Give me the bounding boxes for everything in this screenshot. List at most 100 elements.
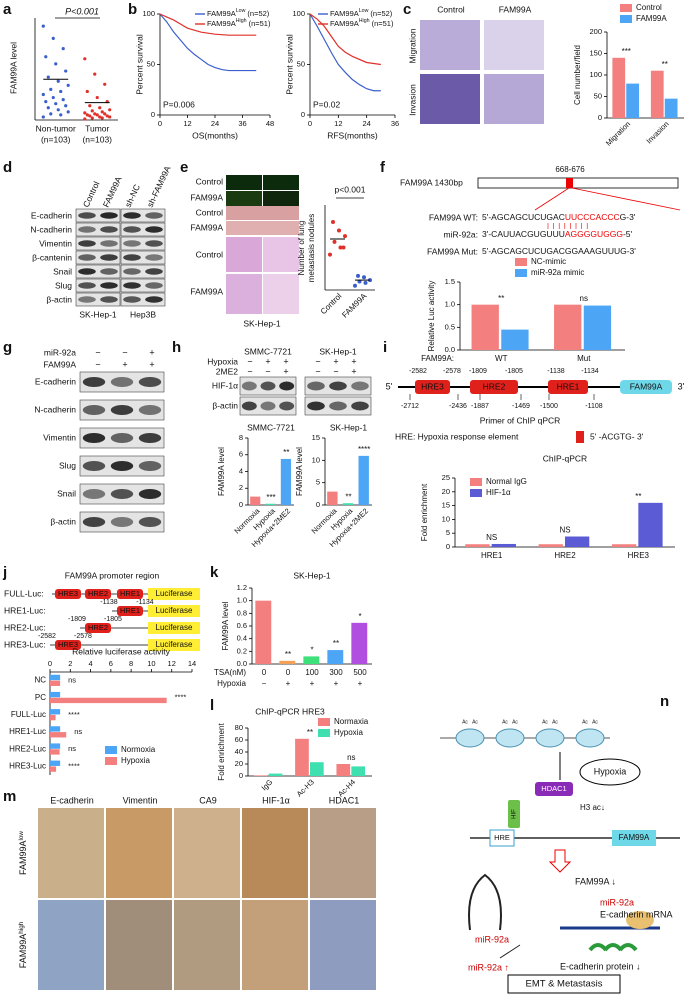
label-note: (n=52) [247,9,269,18]
y-tick-label: 5 [446,528,450,537]
sequence-label: miR-92a: [444,229,478,239]
reporter-box [148,639,200,651]
bar [265,503,276,505]
row-label: FAM99A [190,222,223,232]
column-label: E-cadherin [50,795,94,805]
panel-letter: d [3,159,12,176]
y-tick-label: 0.4 [237,634,247,643]
position-label: -1134 [136,599,153,606]
position-label: -1805 [505,368,523,375]
bar [50,709,61,715]
reporter-label: Luciferase [156,606,193,615]
legend-swatch [620,15,632,23]
blot-band [123,268,141,275]
sign: + [122,359,127,369]
bar [336,764,351,776]
y-tick-label: 0.0 [237,659,247,668]
data-point [93,72,97,76]
significance: ** [333,639,339,648]
row-label: Control [196,176,224,186]
bar [50,697,167,704]
legend-label: Normaxia [334,717,369,726]
ihc-image [38,808,104,898]
label-note: (n=51) [372,19,394,28]
data-point [54,62,58,66]
data-point [41,24,45,28]
site-label: 668-676 [555,165,585,174]
construct-label: HRE1-Luc: [4,605,46,615]
element-box [548,380,588,394]
y-axis-label: Cell number/field [573,45,582,105]
acetyl-tag: Ac [542,719,548,725]
chart-title: ChIP-qPCR HRE3 [255,706,325,716]
gene-box [620,380,672,394]
chart-title: Relative luciferase activity [72,646,171,656]
legend-label: Hypoxia [121,756,150,765]
legend-label: Hypoxia [334,728,363,737]
blot-band [260,381,276,391]
x-tick-label: 0 [158,119,162,128]
significance: ** [307,728,313,737]
element-label: HRE1 [120,589,140,598]
binding-site [566,178,573,188]
column-label: FAM99A [101,175,124,209]
legend-swatch [515,269,527,277]
legend-label: miR-92a mimic [531,268,584,277]
data-point [61,47,65,51]
x-row-name: TSA(nM) [214,668,246,677]
bar [327,650,344,664]
blot-band [329,401,347,411]
x-tick-label: 8 [129,659,133,668]
construct-label: HRE2-Luc: [4,622,46,632]
blot-band [351,401,369,411]
data-point [337,228,341,233]
label-base: FAM99A [207,19,236,28]
y-tick-label: 2 [239,483,243,492]
label-sup: Low [359,8,369,14]
x-tick-label: HRE2 [554,551,576,560]
mark-label: H3 ac↓ [580,803,605,812]
blot-band [123,254,141,261]
bar [538,544,563,547]
legend-label: FAM99AHigh (n=51) [207,18,271,28]
outcome-label: EMT & Metastasis [526,979,603,990]
panel-letter: j [2,564,7,581]
row-label: Control [196,207,224,217]
y-tick-label: 50 [297,59,305,68]
blot-band [145,282,163,289]
arrow [548,849,572,873]
x-tick-label: 0 [286,668,291,677]
position-label: -1469 [512,403,530,410]
micrograph [420,74,480,124]
blot-band [82,433,106,443]
label-note: (n=51) [249,19,271,28]
strand-end: 5' [386,381,393,391]
y-tick-label: 15 [442,501,450,510]
bar [465,544,490,547]
bar [611,544,637,547]
significance: NS [486,533,497,542]
blot-band [123,282,141,289]
gene-label: FAM99A [630,381,663,391]
protein-box [508,800,520,828]
data-point [328,252,332,257]
bar [327,491,338,505]
data-point [83,117,87,121]
chart-title: SK-Hep-1 [293,570,331,580]
ihc-image [174,808,240,898]
p-value: P=0.02 [313,99,340,109]
label-base: FAM99A [207,9,236,18]
bar [583,305,612,350]
significance: ns [68,676,76,685]
protein-shape [588,943,608,952]
y-tick-label: 4 [239,466,243,475]
acetyl-tag: Ac [462,719,468,725]
row-label: Slug [55,280,72,290]
data-point [59,113,63,117]
construct-label: FULL-Luc: [4,588,44,598]
data-point [85,113,89,117]
y-tick-label: 0.2 [237,646,247,655]
y-tick-label: HRE2-Luc [9,744,46,753]
data-point [363,280,368,285]
row-label: FAM99Ahigh [18,921,29,968]
